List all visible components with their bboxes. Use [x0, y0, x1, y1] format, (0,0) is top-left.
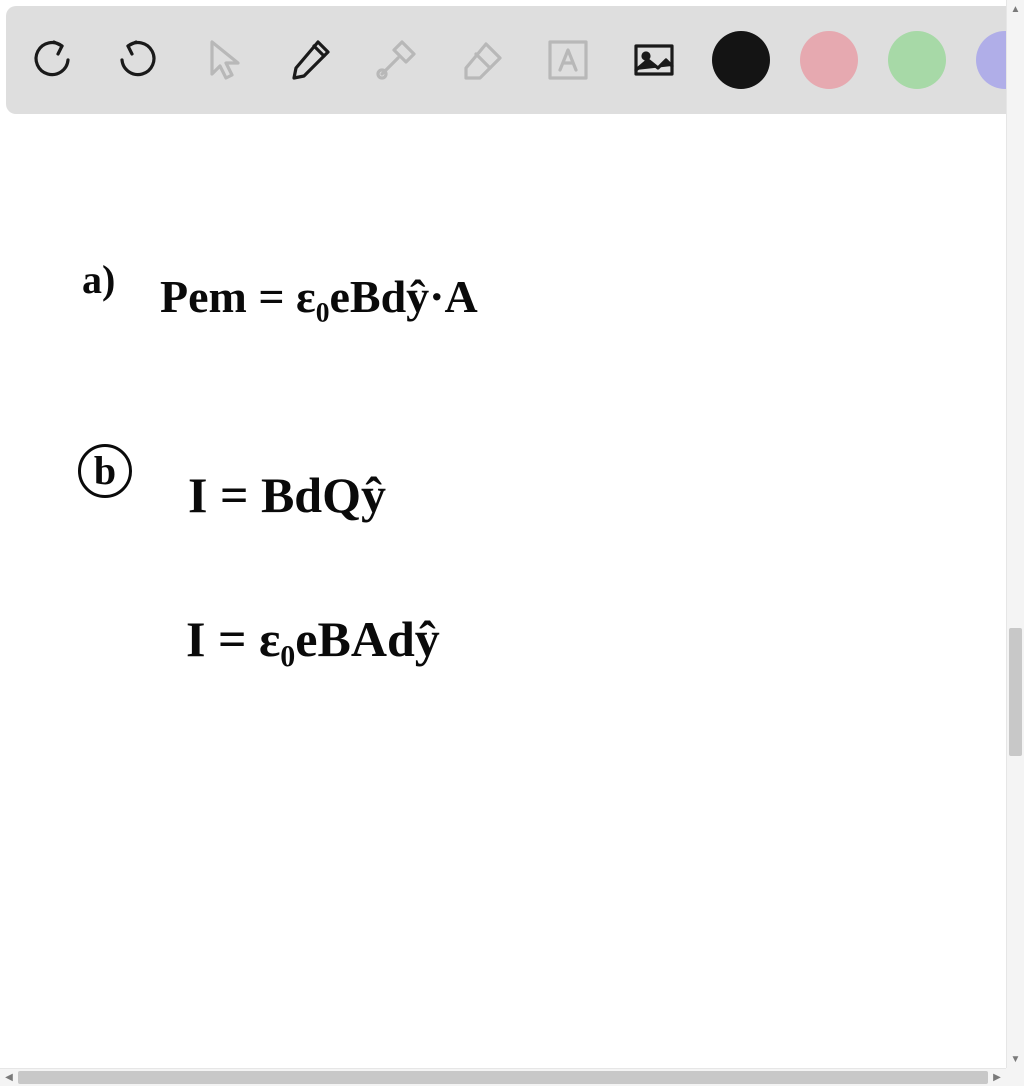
pencil-button[interactable]	[282, 32, 338, 88]
cursor-icon	[200, 36, 248, 84]
handwriting-label-a: a)	[82, 260, 115, 300]
scroll-left-icon[interactable]: ◀	[0, 1069, 18, 1086]
whiteboard-app: a) Pem = ε₀eBdŷ·A b I = BdQŷ I = ε₀eBAdŷ ▲ ▼…	[0, 0, 1024, 1086]
tools-button[interactable]	[368, 32, 424, 88]
vertical-scrollbar[interactable]: ▲ ▼	[1006, 0, 1024, 1068]
handwriting-eq-a: Pem = ε₀eBdŷ·A	[160, 274, 478, 320]
drawing-canvas[interactable]: a) Pem = ε₀eBdŷ·A b I = BdQŷ I = ε₀eBAdŷ	[0, 114, 1024, 1086]
vertical-scroll-thumb[interactable]	[1009, 628, 1022, 756]
handwriting-label-b: b	[78, 444, 132, 498]
text-button[interactable]	[540, 32, 596, 88]
image-button[interactable]	[626, 32, 682, 88]
eraser-button[interactable]	[454, 32, 510, 88]
canvas-viewport: a) Pem = ε₀eBdŷ·A b I = BdQŷ I = ε₀eBAdŷ	[0, 114, 1024, 1086]
redo-button[interactable]	[110, 32, 166, 88]
pencil-icon	[286, 36, 334, 84]
undo-button[interactable]	[24, 32, 80, 88]
handwriting-eq-b2: I = ε₀eBAdŷ	[186, 614, 440, 664]
horizontal-scroll-thumb[interactable]	[18, 1071, 988, 1084]
scroll-corner	[1006, 1068, 1024, 1086]
scroll-up-icon[interactable]: ▲	[1007, 0, 1024, 18]
handwriting-eq-b1: I = BdQŷ	[188, 470, 386, 520]
color-swatch-pink[interactable]	[800, 31, 858, 89]
select-button[interactable]	[196, 32, 252, 88]
color-swatch-green[interactable]	[888, 31, 946, 89]
color-swatch-black[interactable]	[712, 31, 770, 89]
eraser-icon	[458, 36, 506, 84]
scroll-down-icon[interactable]: ▼	[1007, 1050, 1024, 1068]
undo-icon	[28, 36, 76, 84]
toolbar	[6, 6, 1018, 114]
tools-icon	[372, 36, 420, 84]
horizontal-scrollbar[interactable]: ◀ ▶	[0, 1068, 1006, 1086]
redo-icon	[114, 36, 162, 84]
text-icon	[544, 36, 592, 84]
image-icon	[630, 36, 678, 84]
scroll-right-icon[interactable]: ▶	[988, 1069, 1006, 1086]
